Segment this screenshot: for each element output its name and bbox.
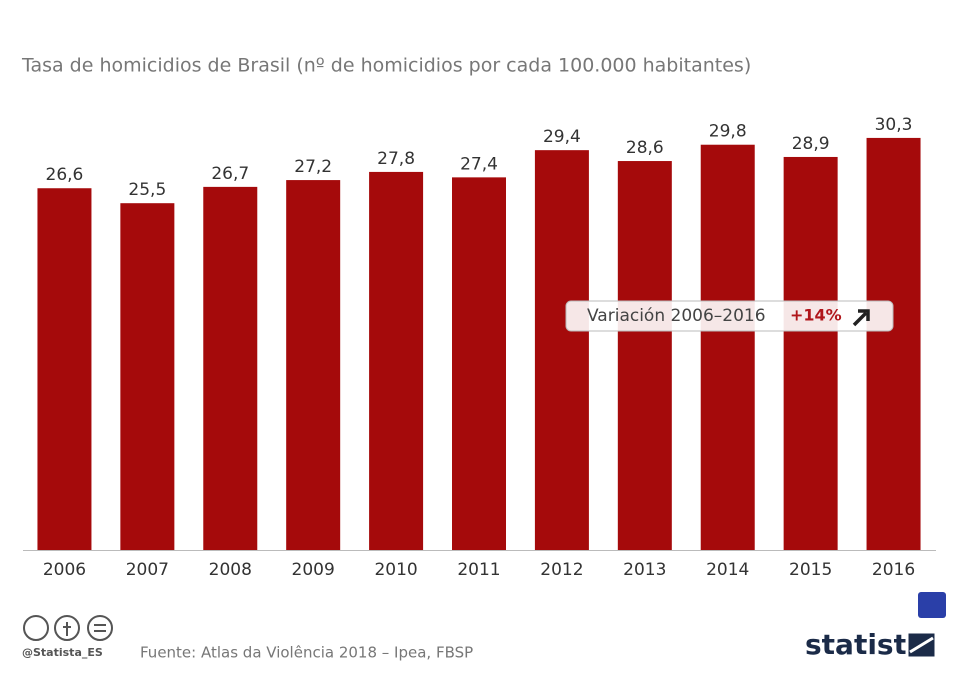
- value-label: 26,6: [46, 165, 84, 185]
- annotation-box: [565, 300, 894, 332]
- value-label: 30,3: [875, 115, 913, 135]
- value-label: 27,4: [460, 154, 498, 174]
- bar: [37, 188, 92, 551]
- bar: [452, 177, 506, 551]
- x-tick-label: 2015: [789, 560, 832, 580]
- value-label: 27,8: [377, 149, 415, 169]
- bar: [866, 137, 921, 551]
- x-tick-label: 2007: [126, 560, 169, 580]
- value-label: 28,9: [792, 134, 830, 154]
- cc-icon: [23, 615, 49, 641]
- arrow-icon: [852, 309, 870, 327]
- by-mark: [63, 622, 71, 636]
- x-tick-label: 2009: [292, 560, 335, 580]
- value-label: 29,8: [709, 122, 747, 142]
- bars: 2006 26,6 2007 25,5 2008 26,7 2009 27,2 2010 27,8…: [37, 115, 921, 580]
- annotation-change: +14%: [790, 306, 842, 325]
- annotation-label: Variación 2006–2016: [587, 306, 766, 326]
- by-icon: [54, 615, 80, 641]
- x-tick-label: 2013: [623, 560, 666, 580]
- bar: [783, 156, 838, 550]
- nd-mark: [94, 624, 106, 632]
- value-label: 29,4: [543, 127, 581, 147]
- x-tick-label: 2012: [540, 560, 583, 580]
- x-tick-label: 2006: [43, 560, 86, 580]
- x-tick-label: 2014: [706, 560, 749, 580]
- brand-badge: [918, 592, 946, 618]
- annotation: Variación 2006–2016 +14%: [565, 300, 894, 332]
- value-label: 27,2: [294, 157, 332, 177]
- chart-title: Tasa de homicidios de Brasil (nº de homi…: [21, 55, 751, 77]
- cc-icons: [23, 615, 113, 641]
- x-tick-label: 2010: [374, 560, 417, 580]
- nd-icon: [87, 615, 113, 641]
- x-tick-label: 2011: [457, 560, 500, 580]
- source: Fuente: Atlas da Violência 2018 – Ipea, …: [140, 644, 473, 662]
- bar: [369, 171, 424, 551]
- value-label: 26,7: [211, 164, 249, 184]
- brand-mark: [905, 630, 938, 660]
- bar: [534, 150, 589, 550]
- x-tick-label: 2008: [209, 560, 252, 580]
- credit: @Statista_ES: [22, 646, 103, 659]
- x-tick-label: 2016: [872, 560, 915, 580]
- bar: [120, 203, 175, 550]
- value-label: 25,5: [128, 180, 166, 200]
- bar: [700, 144, 755, 550]
- bar: [203, 186, 258, 550]
- value-label: 28,6: [626, 138, 664, 158]
- bar: [286, 180, 341, 550]
- bar: [617, 161, 672, 551]
